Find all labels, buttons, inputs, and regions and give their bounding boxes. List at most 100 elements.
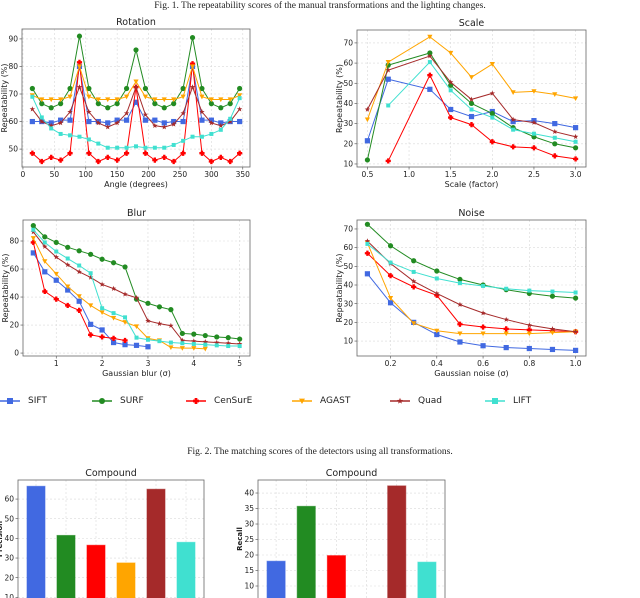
legend-marker: [492, 398, 498, 404]
data-point: [145, 300, 151, 306]
data-point: [480, 331, 486, 337]
data-point: [105, 124, 111, 130]
data-point: [42, 269, 48, 275]
y-tick-label: 10: [343, 337, 353, 346]
data-point: [76, 294, 82, 299]
y-tick-label: 15: [244, 566, 254, 575]
x-tick-label: 300: [204, 170, 219, 179]
data-point: [145, 337, 150, 342]
data-point: [208, 101, 214, 107]
data-point: [67, 94, 73, 100]
data-point: [122, 337, 128, 344]
data-point: [29, 85, 35, 92]
y-tick-label: 80: [9, 237, 19, 246]
data-point: [237, 150, 243, 156]
data-point: [552, 153, 558, 159]
data-point: [31, 227, 36, 232]
data-point: [77, 134, 82, 139]
x-axis-label: Angle (degrees): [104, 180, 168, 189]
data-point: [48, 97, 54, 103]
series-line-censure: [367, 252, 576, 333]
data-point: [76, 307, 82, 313]
data-point: [179, 346, 185, 351]
x-tick-label: 1.5: [445, 170, 457, 179]
data-point: [448, 114, 454, 121]
data-point: [171, 101, 177, 107]
data-point: [457, 281, 462, 286]
data-point: [180, 110, 186, 116]
data-point: [457, 276, 463, 283]
data-point: [531, 89, 537, 94]
y-tick-label: 35: [244, 504, 254, 513]
data-point: [364, 271, 371, 277]
data-point: [30, 223, 36, 229]
data-point: [143, 145, 148, 150]
data-point: [29, 150, 35, 156]
data-point: [480, 343, 486, 349]
y-tick-label: 90: [8, 35, 18, 44]
data-point: [133, 79, 139, 85]
data-point: [142, 85, 149, 92]
plot-area: [364, 34, 579, 164]
data-point: [387, 243, 394, 249]
data-point: [124, 145, 129, 150]
data-point: [49, 126, 54, 131]
data-point: [76, 84, 83, 90]
bar-sift: [266, 560, 286, 598]
y-tick-label: 50: [343, 262, 353, 271]
series-line-censure: [387, 74, 576, 162]
data-point: [531, 131, 536, 136]
y-tick-label: 30: [4, 554, 14, 563]
data-point: [387, 300, 394, 306]
data-point: [434, 292, 440, 298]
x-tick-label: 2.5: [528, 170, 540, 179]
data-point: [42, 240, 47, 245]
data-point: [218, 127, 223, 132]
data-point: [434, 331, 440, 338]
data-point: [58, 131, 63, 136]
legend-label: AGAST: [320, 396, 351, 406]
bar-sift: [26, 485, 46, 598]
data-point: [99, 256, 105, 262]
series-quad: [29, 84, 243, 130]
data-point: [161, 154, 167, 160]
data-point: [191, 331, 197, 337]
data-point: [86, 137, 91, 142]
data-point: [161, 105, 167, 111]
y-axis-label: Repeatability (%): [335, 64, 344, 133]
y-tick-label: 60: [4, 495, 14, 504]
data-point: [209, 131, 214, 136]
data-point: [218, 105, 224, 111]
series-quad: [364, 53, 579, 140]
y-tick-label: 50: [4, 514, 14, 523]
chart-compound-5: 10 15 20 25 30 35 40 Compound Recall: [236, 468, 446, 598]
plot-area: [266, 485, 437, 598]
data-point: [434, 328, 440, 334]
data-point: [457, 339, 463, 345]
data-point: [142, 94, 149, 100]
data-point: [57, 120, 64, 126]
data-point: [572, 96, 579, 101]
data-point: [152, 157, 158, 163]
plot-area: [29, 33, 243, 165]
data-point: [39, 115, 44, 120]
data-point: [208, 97, 214, 103]
data-point: [99, 281, 105, 287]
data-point: [225, 340, 231, 346]
data-point: [30, 94, 35, 99]
data-point: [218, 97, 224, 103]
legend-item-surf: SURF: [92, 396, 144, 406]
data-point: [65, 302, 71, 309]
data-point: [110, 339, 117, 346]
data-point: [448, 88, 453, 93]
legend-marker: [7, 398, 13, 404]
data-point: [48, 122, 54, 128]
series-line-sift: [32, 66, 240, 124]
data-point: [489, 62, 495, 67]
data-point: [427, 50, 433, 56]
data-point: [447, 79, 454, 85]
data-point: [549, 346, 556, 353]
data-point: [161, 120, 167, 126]
data-point: [68, 133, 73, 138]
data-point: [58, 157, 64, 163]
